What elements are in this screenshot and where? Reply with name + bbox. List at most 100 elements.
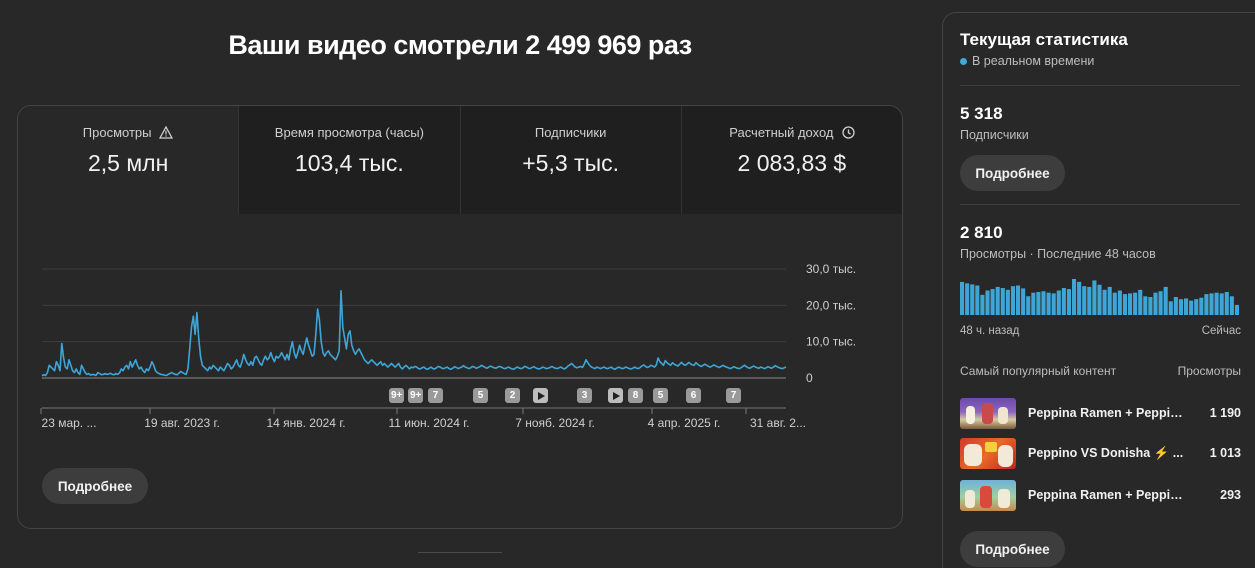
minibar <box>1173 297 1178 315</box>
minibar <box>1036 291 1041 315</box>
video-marker-play-icon[interactable] <box>533 388 548 403</box>
tab-views[interactable]: Просмотры 2,5 млн <box>18 106 240 214</box>
minibar <box>1097 284 1102 315</box>
minibar <box>1021 288 1026 315</box>
popular-item-title: Peppino VS Donisha ⚡ ... <box>1028 445 1184 460</box>
warning-icon <box>159 125 174 139</box>
video-marker[interactable]: 6 <box>686 388 701 403</box>
minibar <box>1000 288 1005 315</box>
minibar <box>1117 290 1122 315</box>
minibar <box>1016 285 1021 315</box>
video-marker[interactable]: 5 <box>653 388 668 403</box>
minibar <box>1204 294 1209 315</box>
video-marker[interactable]: 2 <box>505 388 520 403</box>
minibar <box>1168 301 1173 315</box>
tab-watch-time[interactable]: Время просмотра (часы) 103,4 тыс. <box>239 106 461 214</box>
popular-item-views: 1 190 <box>1209 406 1241 420</box>
minibar <box>1122 294 1127 315</box>
minibar <box>1066 289 1071 315</box>
clock-icon <box>841 125 855 139</box>
minibar <box>1209 293 1214 315</box>
tab-label: Просмотры <box>82 124 152 140</box>
tab-value: 2 083,83 $ <box>737 150 847 176</box>
minibar <box>1010 286 1015 315</box>
minibars-axis-start: 48 ч. назад <box>960 325 1020 337</box>
minibar <box>1082 286 1087 315</box>
live-dot-icon <box>960 57 967 65</box>
minibar <box>1234 304 1239 315</box>
minibar <box>1051 293 1056 315</box>
views-48h-bar-chart[interactable] <box>960 279 1240 315</box>
minibar <box>1133 292 1138 315</box>
subscribers-more-button[interactable]: Подробнее <box>960 155 1065 191</box>
video-marker[interactable]: 7 <box>428 388 443 403</box>
views-48h-count: 2 810 <box>960 223 1003 242</box>
minibar <box>1077 281 1082 315</box>
tab-label: Время просмотра (часы) <box>274 124 424 140</box>
popular-item[interactable]: Peppino VS Donisha ⚡ ... 1 013 <box>960 437 1241 469</box>
page-title: Ваши видео смотрели 2 499 969 раз <box>228 30 692 60</box>
minibar <box>960 281 965 315</box>
tab-label: Подписчики <box>534 124 607 140</box>
divider <box>960 85 1240 86</box>
video-marker[interactable]: 8 <box>628 388 643 403</box>
y-tick-label: 10,0 тыс. <box>806 335 856 349</box>
minibar <box>1087 286 1092 315</box>
minibar <box>1143 296 1148 315</box>
tab-subscribers[interactable]: Подписчики +5,3 тыс. <box>460 106 682 214</box>
minibar <box>1046 292 1051 315</box>
popular-item-views: 1 013 <box>1209 446 1241 460</box>
minibar <box>1128 293 1133 315</box>
y-tick-label: 0 <box>806 371 813 385</box>
popular-content-header: Самый популярный контент <box>960 364 1117 378</box>
subscribers-count: 5 318 <box>960 104 1003 123</box>
minibar <box>1148 297 1153 315</box>
minibar <box>1184 298 1189 315</box>
minibar <box>1224 291 1229 315</box>
x-tick-label: 11 июн. 2024 г. <box>388 416 469 430</box>
views-line-chart[interactable]: 30,0 тыс. 20,0 тыс. 10,0 тыс. 0 23 мар. ... 1… <box>18 214 903 434</box>
video-marker-play-icon[interactable] <box>608 388 623 403</box>
video-marker[interactable]: 9+ <box>408 388 424 403</box>
minibar <box>1229 296 1234 315</box>
popular-item-title: Peppina Ramen + Peppin... <box>1028 406 1188 420</box>
popular-more-button[interactable]: Подробнее <box>960 531 1065 567</box>
video-thumbnail[interactable] <box>960 437 1016 469</box>
popular-item[interactable]: Peppina Ramen + Peppino ... 293 <box>960 479 1241 511</box>
minibar <box>1153 292 1158 315</box>
metric-tabs: Просмотры 2,5 млн Время просмотра (часы)… <box>18 106 902 214</box>
more-button[interactable]: Подробнее <box>42 468 148 504</box>
minibar <box>1056 290 1061 315</box>
popular-item[interactable]: Peppina Ramen + Peppin... 1 190 <box>960 397 1241 429</box>
divider <box>418 552 502 553</box>
minibar <box>1189 300 1194 315</box>
live-label: В реальном времени <box>972 54 1095 68</box>
minibar <box>990 289 995 315</box>
x-tick-label: 23 мар. ... <box>42 416 97 430</box>
tab-revenue[interactable]: Расчетный доход 2 083,83 $ <box>681 106 902 214</box>
minibar <box>1112 292 1117 315</box>
minibar <box>1041 291 1046 315</box>
video-marker[interactable]: 9+ <box>389 388 405 403</box>
minibar <box>1102 289 1107 315</box>
video-marker[interactable]: 5 <box>473 388 488 403</box>
tab-label: Расчетный доход <box>729 124 834 140</box>
popular-item-views: 293 <box>1220 488 1241 502</box>
video-thumbnail[interactable] <box>960 397 1016 429</box>
minibar <box>1219 293 1224 315</box>
video-thumbnail[interactable] <box>960 479 1016 511</box>
analytics-card: Просмотры 2,5 млн Время просмотра (часы)… <box>17 105 903 529</box>
tab-value: 103,4 тыс. <box>294 150 404 176</box>
minibar <box>1107 286 1112 315</box>
y-tick-label: 30,0 тыс. <box>806 262 856 276</box>
minibar <box>980 294 985 315</box>
minibar <box>1005 289 1010 315</box>
minibar <box>995 286 1000 315</box>
video-marker[interactable]: 7 <box>726 388 741 403</box>
minibar <box>965 283 970 315</box>
minibars-axis-end: Сейчас <box>1201 325 1241 337</box>
video-marker[interactable]: 3 <box>577 388 592 403</box>
minibar <box>985 290 990 315</box>
minibar <box>1194 299 1199 315</box>
realtime-panel: Текущая статистика В реальном времени 5 … <box>942 12 1255 568</box>
